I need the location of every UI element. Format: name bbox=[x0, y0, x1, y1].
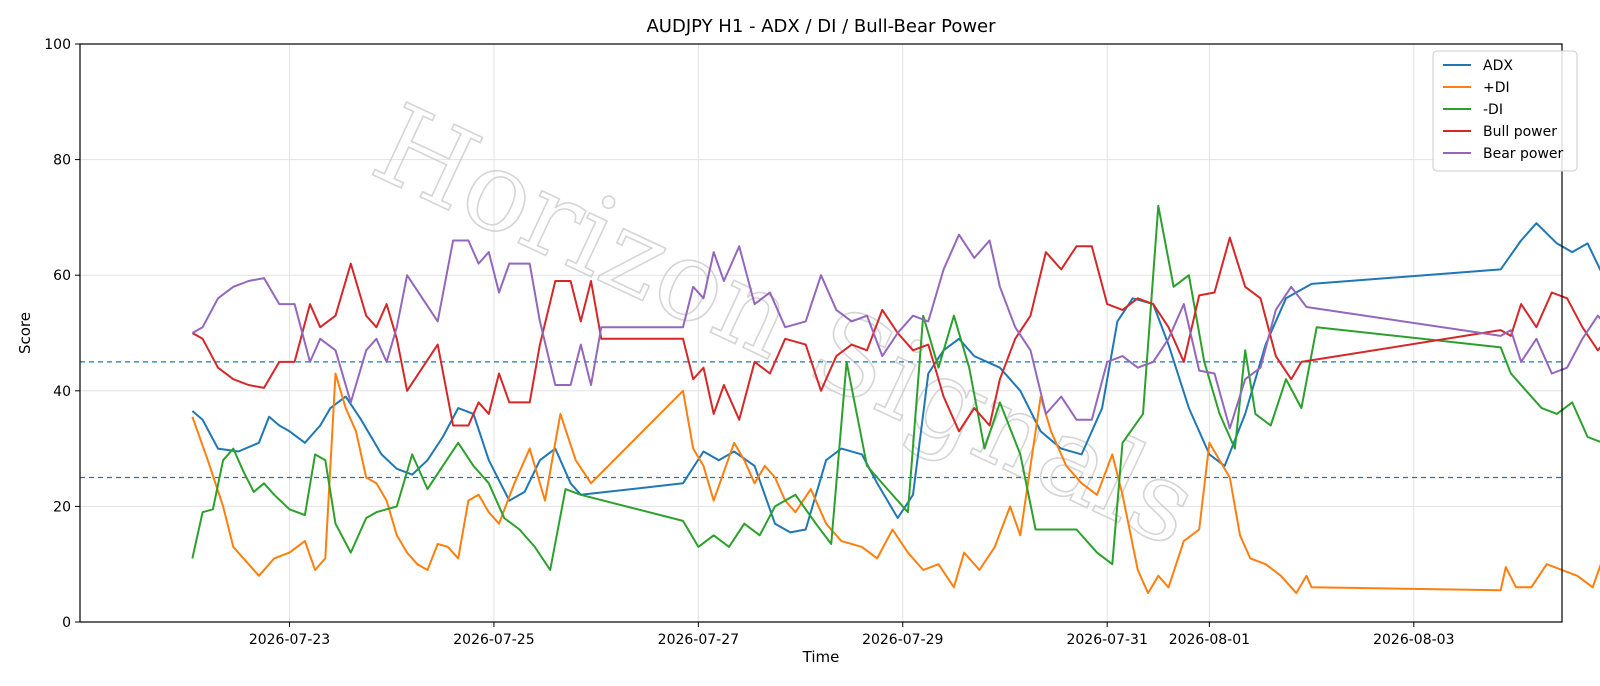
y-tick-label: 20 bbox=[53, 499, 71, 515]
y-tick-label: 60 bbox=[53, 268, 71, 284]
series-line-adx bbox=[191, 222, 1600, 534]
series-lines bbox=[191, 204, 1600, 595]
legend: ADX +DI -DI Bull power Bear power bbox=[1432, 50, 1578, 172]
legend-label: -DI bbox=[1483, 102, 1503, 118]
plot-frame bbox=[79, 43, 1563, 623]
legend-label: Bear power bbox=[1483, 146, 1564, 162]
x-tick-label: 2026-07-27 bbox=[658, 632, 739, 648]
y-axis-title: Score bbox=[16, 312, 34, 354]
legend-label: +DI bbox=[1483, 80, 1510, 96]
x-axis-title: Time bbox=[802, 648, 840, 666]
axis-ticks: 0 20 40 60 80 100 2026-07-23 2026-07-25 2026-07-… bbox=[44, 37, 1454, 648]
chart-title: AUDJPY H1 - ADX / DI / Bull-Bear Power bbox=[646, 16, 996, 37]
x-tick-label: 2026-07-31 bbox=[1066, 632, 1147, 648]
y-tick-label: 0 bbox=[62, 615, 71, 631]
series-line-di bbox=[191, 204, 1600, 571]
watermark-text: Horizon Signals bbox=[356, 80, 1216, 572]
x-tick-label: 2026-08-01 bbox=[1169, 632, 1250, 648]
series-line-di bbox=[191, 372, 1600, 595]
legend-label: Bull power bbox=[1483, 124, 1557, 140]
x-tick-label: 2026-07-23 bbox=[249, 632, 330, 648]
y-tick-label: 80 bbox=[53, 153, 71, 169]
y-tick-label: 100 bbox=[44, 37, 71, 53]
x-tick-label: 2026-08-03 bbox=[1373, 632, 1454, 648]
x-tick-label: 2026-07-29 bbox=[862, 632, 943, 648]
legend-label: ADX bbox=[1483, 58, 1513, 74]
series-line-bear-power bbox=[191, 233, 1600, 430]
legend-box bbox=[1432, 50, 1578, 172]
watermark: Horizon Signals bbox=[355, 79, 1216, 572]
x-tick-label: 2026-07-25 bbox=[453, 632, 534, 648]
y-tick-label: 40 bbox=[53, 384, 71, 400]
